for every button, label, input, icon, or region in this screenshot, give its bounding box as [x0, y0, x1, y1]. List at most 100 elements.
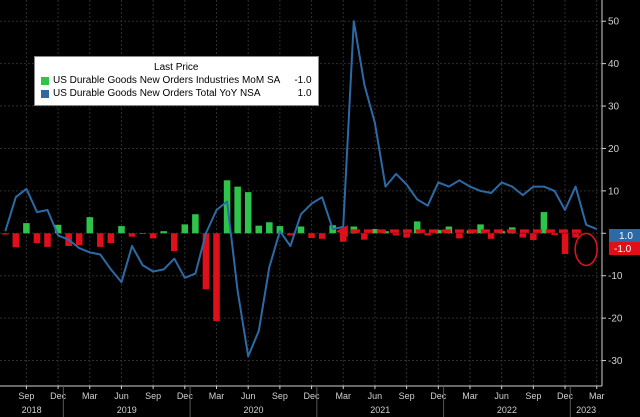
bar — [54, 224, 62, 234]
bar — [181, 224, 189, 234]
bar — [160, 231, 167, 234]
x-tick-label: Dec — [50, 391, 67, 401]
y-tick-label: 20 — [608, 144, 620, 155]
year-label: 2022 — [497, 405, 517, 415]
bar — [33, 233, 41, 244]
bar — [361, 233, 368, 240]
year-label: 2018 — [22, 405, 42, 415]
x-tick-label: Jun — [114, 391, 129, 401]
x-tick-label: Dec — [177, 391, 194, 401]
bar — [86, 217, 94, 234]
bar — [149, 233, 157, 239]
bar — [487, 233, 495, 239]
bar — [213, 233, 220, 322]
x-tick-label: Mar — [82, 391, 98, 401]
bar — [339, 233, 347, 242]
last-value-tag-bar: -1.0 — [614, 244, 632, 255]
x-tick-label: Sep — [399, 391, 415, 401]
bar — [12, 233, 20, 248]
legend-swatch-yoy — [41, 89, 49, 98]
legend-item-mom: US Durable Goods New Orders Industries M… — [41, 74, 312, 87]
x-tick-label: Mar — [462, 391, 478, 401]
y-tick-label: 40 — [608, 59, 620, 70]
y-tick-label: 10 — [608, 186, 620, 197]
x-tick-label: Sep — [145, 391, 161, 401]
x-tick-label: Mar — [335, 391, 351, 401]
bar — [519, 233, 527, 238]
x-tick-label: Dec — [430, 391, 447, 401]
bar — [403, 233, 410, 238]
bar — [424, 233, 432, 236]
bar — [23, 223, 30, 234]
bar — [572, 233, 579, 238]
legend-label-mom: US Durable Goods New Orders Industries M… — [53, 75, 281, 86]
bar — [413, 221, 421, 234]
y-tick-label: 50 — [608, 17, 620, 28]
legend-title: Last Price — [154, 62, 199, 73]
x-tick-label: Mar — [209, 391, 225, 401]
last-value-tag-line-bg — [609, 229, 640, 242]
year-label: 2020 — [243, 405, 263, 415]
y-tick-label: -20 — [608, 314, 623, 325]
x-tick-label: Sep — [272, 391, 288, 401]
x-tick-label: Jun — [241, 391, 256, 401]
bar — [139, 233, 146, 234]
bar — [276, 226, 284, 234]
legend: Last Price US Durable Goods New Orders I… — [34, 56, 319, 106]
series-line-yoy — [4, 20, 598, 358]
bar — [318, 233, 326, 239]
x-tick-label: Jun — [368, 391, 383, 401]
bar — [308, 233, 315, 238]
x-tick-label: Dec — [304, 391, 321, 401]
bar — [477, 224, 484, 234]
bar — [435, 229, 442, 234]
highlight-ellipse — [574, 232, 598, 267]
legend-swatch-mom — [41, 76, 49, 85]
bar — [44, 233, 51, 247]
x-tick-label: Mar — [589, 391, 605, 401]
axis-layer: 50 40 30 20 10 -10 -20 -30 Sep Dec Mar Jun Sep Dec Mar… — [0, 0, 623, 417]
annotation-layer — [335, 225, 598, 267]
x-tick-label: Sep — [18, 391, 34, 401]
bar — [2, 233, 9, 235]
bar — [97, 233, 104, 247]
bar — [530, 233, 537, 241]
bar — [192, 214, 199, 234]
bar — [170, 233, 178, 252]
legend-label-yoy: US Durable Goods New Orders Total YoY NS… — [53, 88, 261, 99]
bar — [234, 186, 241, 234]
bar — [551, 233, 558, 235]
bar — [392, 233, 400, 236]
legend-item-yoy: US Durable Goods New Orders Total YoY NS… — [41, 87, 312, 100]
x-tick-label: Dec — [557, 391, 574, 401]
bar — [255, 225, 263, 234]
bar — [202, 233, 210, 290]
bar — [75, 233, 83, 246]
year-label: 2021 — [370, 405, 390, 415]
bar — [128, 233, 136, 237]
tag-layer: 1.0 -1.0 — [609, 229, 640, 255]
bar — [118, 226, 125, 234]
bars-layer — [2, 180, 579, 322]
bar — [371, 229, 379, 234]
x-tick-label: Jun — [494, 391, 509, 401]
year-label: 2019 — [117, 405, 137, 415]
bar — [456, 233, 463, 239]
bar — [287, 233, 294, 236]
y-tick-label: -30 — [608, 356, 623, 367]
x-tick-label: Sep — [525, 391, 541, 401]
bar — [107, 233, 115, 244]
last-value-tag-bar-bg — [609, 242, 640, 255]
legend-value-yoy: 1.0 — [297, 88, 312, 99]
line-layer — [4, 20, 598, 358]
bar — [266, 222, 273, 234]
last-value-tag-line: 1.0 — [619, 231, 633, 242]
legend-value-mom: -1.0 — [294, 75, 312, 86]
y-tick-label: 30 — [608, 102, 620, 113]
year-label: 2023 — [576, 405, 596, 415]
y-tick-label: -10 — [608, 271, 623, 282]
bar — [297, 226, 305, 234]
arrow-head — [335, 225, 348, 238]
bar — [244, 192, 252, 234]
